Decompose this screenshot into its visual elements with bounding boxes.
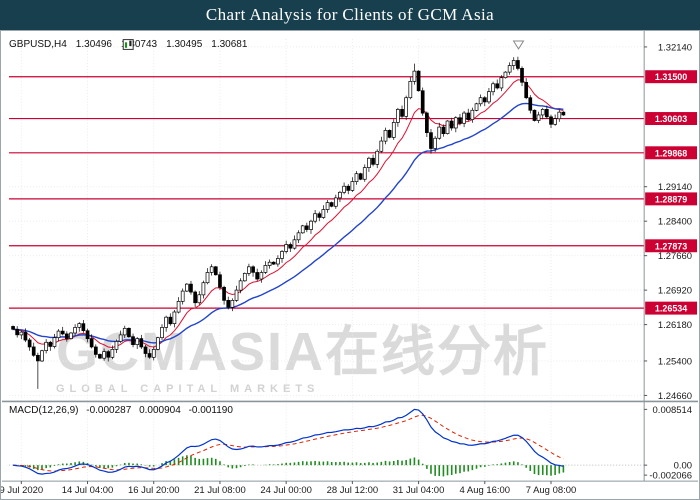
macd-signal-value: -0.001190 — [188, 405, 233, 416]
macd-pane-layer — [12, 408, 565, 477]
price-level-badges: 1.31500 1.30603 1.29868 1.28879 1.27873 1.265… — [645, 70, 698, 315]
time-tick-label: 28 Jul 12:00 — [327, 485, 379, 496]
price-level-badge-label: 1.26534 — [655, 304, 687, 314]
macd-tick-label: 0.008514 — [653, 405, 692, 416]
time-tick-label: 31 Jul 04:00 — [393, 485, 445, 496]
watermark: GCMASIA在线分析 GLOBAL CAPITAL MARKETS — [56, 325, 549, 395]
price-level-badge-label: 1.31500 — [655, 72, 687, 82]
price-tick-label: 1.32140 — [658, 42, 692, 53]
candles-layer — [11, 56, 566, 389]
symbol-timeframe-label: GBPUSD,H4 — [9, 39, 67, 50]
price-tick-label: 1.27660 — [658, 251, 692, 262]
price-level-badge-label: 1.29868 — [655, 148, 687, 158]
support-resistance-lines-layer — [8, 76, 645, 309]
price-tick-label: 1.26180 — [658, 320, 692, 331]
price-level-badge — [645, 146, 698, 160]
moving-average-lines-layer — [12, 79, 564, 348]
price-level-badge-label: 1.27873 — [655, 241, 687, 251]
time-tick-label: 9 Jul 2020 — [1, 485, 43, 496]
macd-name: MACD(12,26,9) — [9, 405, 79, 416]
price-tick-label: 1.24660 — [658, 391, 692, 402]
page-title: Chart Analysis for Clients of GCM Asia — [205, 5, 495, 24]
price-chart-canvas[interactable]: 1.32140 1.29140 1.28400 1.27660 1.26920 1.261… — [1, 31, 699, 499]
time-axis: 9 Jul 2020 14 Jul 04:00 16 Jul 20:00 21 Jul… — [1, 481, 576, 496]
watermark-brand: GCMASIA在线分析 — [56, 322, 549, 382]
ohlc-open: 1.30496 — [75, 39, 112, 50]
price-level-badge-label: 1.28879 — [655, 194, 687, 204]
macd-tick-label: 0.00 — [674, 461, 692, 472]
macd-hist-value: -0.000287 — [86, 405, 132, 416]
chart-icon — [122, 39, 134, 50]
macd-main-value: 0.000904 — [139, 405, 181, 416]
price-tick-label: 1.25400 — [658, 356, 692, 367]
time-tick-label: 14 Jul 04:00 — [62, 485, 114, 496]
price-level-badge — [645, 239, 698, 253]
price-level-badge — [645, 192, 698, 206]
price-tick-label: 1.28400 — [658, 217, 692, 228]
price-level-badge-label: 1.30603 — [655, 114, 687, 124]
down-triangle-marker-icon — [512, 40, 525, 50]
grid-layer — [8, 38, 645, 482]
chart-area[interactable]: GCMASIA在线分析 GLOBAL CAPITAL MARKETS 1.321… — [0, 30, 700, 500]
ohlc-close: 1.30681 — [211, 39, 248, 50]
watermark-subtitle: GLOBAL CAPITAL MARKETS — [56, 383, 320, 395]
price-level-badge — [645, 301, 698, 315]
price-level-badge — [645, 112, 698, 125]
time-tick-label: 4 Aug 16:00 — [460, 485, 511, 496]
symbol-info: GBPUSD,H4 1.30496 1.30743 1.30495 1.3068… — [9, 39, 247, 50]
title-bar: Chart Analysis for Clients of GCM Asia — [0, 0, 700, 30]
ohlc-high: 1.30743 — [120, 39, 158, 50]
price-level-badge — [645, 70, 698, 84]
price-tick-label: 1.29140 — [658, 182, 692, 193]
time-tick-label: 21 Jul 08:00 — [194, 485, 246, 496]
price-tick-label: 1.26920 — [658, 286, 692, 297]
macd-indicator-label: MACD(12,26,9) -0.000287 0.000904 -0.0011… — [9, 405, 233, 416]
time-tick-label: 7 Aug 08:00 — [526, 485, 577, 496]
macd-tick-label: -0.002066 — [649, 471, 692, 482]
ohlc-low: 1.30495 — [166, 39, 203, 50]
price-axis: 1.32140 1.29140 1.28400 1.27660 1.26920 1.261… — [644, 42, 692, 482]
time-tick-label: 24 Jul 00:00 — [260, 485, 312, 496]
time-tick-label: 16 Jul 20:00 — [128, 485, 180, 496]
